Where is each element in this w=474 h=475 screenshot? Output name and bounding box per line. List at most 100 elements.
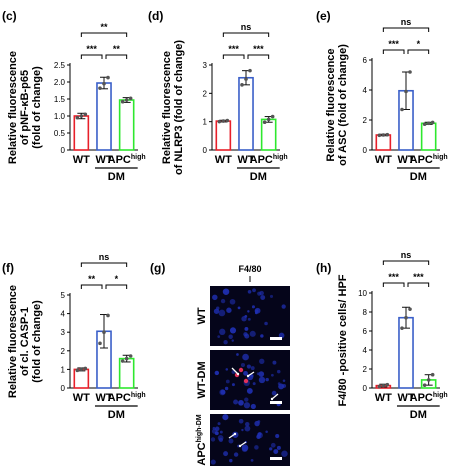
data-point	[83, 366, 88, 371]
nucleus	[229, 327, 237, 334]
nucleus	[254, 420, 260, 427]
y-tick-label: 4	[363, 346, 368, 355]
y-tick-label: 2.5	[54, 61, 66, 70]
nucleus	[210, 437, 216, 442]
nucleus	[250, 403, 256, 410]
data-point	[124, 356, 129, 361]
y-axis-label-line: Relative fluorescence	[7, 285, 19, 398]
nucleus	[233, 399, 239, 405]
data-point	[79, 114, 84, 118]
nucleus	[231, 339, 234, 342]
arrow-head	[246, 374, 250, 378]
significance-bracket	[382, 282, 405, 287]
y-tick-label: 4	[363, 86, 368, 95]
y-tick-label: 0	[61, 146, 66, 155]
y-tick-label: 2	[363, 365, 368, 374]
group-label: DM	[250, 171, 267, 183]
nucleus	[229, 458, 233, 463]
y-tick-label: 2	[363, 116, 368, 125]
y-axis-label-line: Relative fluorescence	[7, 51, 19, 164]
bar	[73, 368, 90, 389]
x-tick-label: APChigh	[410, 392, 448, 404]
data-point	[262, 120, 267, 125]
panel-label: (c)	[2, 9, 17, 23]
micrograph	[210, 286, 290, 346]
nucleus	[238, 418, 244, 424]
data-point	[225, 118, 230, 123]
x-tick-label: WT	[237, 154, 254, 166]
arrow-head	[233, 432, 237, 436]
y-axis-label-line: Relative fluorescence	[161, 51, 173, 164]
x-tick-label: WT	[73, 392, 90, 404]
data-point	[408, 70, 412, 74]
nucleus	[256, 432, 263, 439]
x-tick-label: WT	[95, 154, 112, 166]
group-label: DM	[410, 409, 427, 421]
data-point	[106, 313, 110, 318]
bar	[118, 99, 135, 151]
nucleus	[282, 383, 287, 388]
significance-bracket	[80, 54, 103, 59]
data-point	[422, 122, 427, 126]
x-tick-label: WT	[397, 392, 414, 404]
nucleus	[276, 369, 281, 374]
nucleus	[250, 458, 254, 462]
bar	[215, 120, 232, 151]
micrograph-background	[210, 286, 290, 346]
bar	[238, 76, 254, 151]
significance-label: **	[88, 274, 96, 284]
nucleus	[254, 311, 258, 315]
nucleus	[252, 288, 256, 293]
data-point	[102, 81, 106, 86]
significance-label: **	[100, 22, 108, 32]
data-point	[270, 114, 275, 119]
significance-bracket	[105, 284, 128, 289]
significance-bracket	[222, 32, 270, 37]
y-tick-label: 6	[363, 56, 368, 65]
y-axis-label: Relative fluorescenceof NLRP3 (fold of c…	[161, 40, 185, 175]
significance-label: ***	[86, 44, 97, 54]
arrow-indicator	[247, 371, 255, 377]
y-tick-label: 0	[203, 146, 208, 155]
significance-bracket	[407, 282, 430, 287]
nucleus	[271, 390, 277, 396]
nucleus	[247, 289, 252, 294]
nucleus	[275, 434, 280, 439]
data-point	[221, 119, 226, 123]
significance-label: ns	[99, 252, 110, 262]
y-axis-label-line: Relative fluorescence	[325, 48, 337, 161]
significance-bracket	[80, 284, 103, 289]
x-tick-label: APChigh	[410, 154, 448, 166]
group-label: DM	[108, 171, 125, 183]
chart-panel: (e) 0 2 4 6 Relative fluorescenceof ASC (fold…	[316, 9, 448, 183]
data-point	[75, 368, 80, 373]
significance-bracket	[105, 54, 128, 59]
nucleus	[252, 382, 256, 386]
significance-label: ***	[388, 39, 399, 49]
nucleus	[224, 386, 229, 391]
nucleus	[243, 370, 248, 376]
nucleus	[247, 317, 251, 321]
data-point	[430, 372, 435, 377]
x-tick-label: APChigh	[108, 154, 146, 166]
group-label: DM	[108, 409, 125, 421]
nucleus	[236, 353, 239, 356]
nucleus	[231, 383, 235, 387]
panel-label: (e)	[316, 9, 331, 23]
significance-label: *	[417, 39, 421, 49]
nucleus	[213, 308, 220, 314]
nucleus	[212, 294, 218, 301]
significance-bracket	[80, 262, 128, 267]
chart-panel: (h) 0 2 4 6 8 10 F4/80 -positive cells/ HPF WT WT…	[316, 250, 448, 421]
nucleus	[212, 426, 216, 430]
nucleus	[220, 298, 226, 304]
data-point	[75, 115, 80, 120]
significance-bracket	[382, 27, 430, 32]
significance-label: ns	[401, 17, 412, 27]
data-point	[385, 382, 390, 387]
nucleus	[216, 306, 220, 310]
arrow-indicator	[271, 393, 279, 400]
y-tick-label: 0	[61, 384, 66, 393]
panel-label: (f)	[2, 261, 14, 275]
nucleus	[220, 389, 226, 395]
